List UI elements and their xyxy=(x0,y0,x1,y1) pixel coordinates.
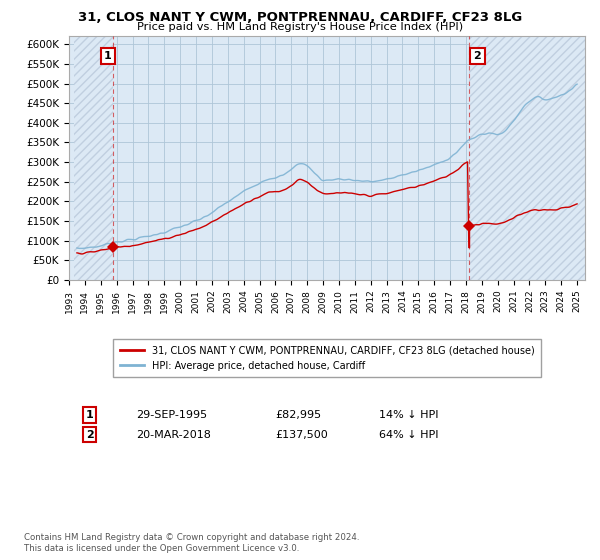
Text: 1: 1 xyxy=(86,410,94,420)
Text: 1: 1 xyxy=(104,51,112,61)
Text: 29-SEP-1995: 29-SEP-1995 xyxy=(136,410,207,420)
Text: £137,500: £137,500 xyxy=(275,430,328,440)
Text: Price paid vs. HM Land Registry's House Price Index (HPI): Price paid vs. HM Land Registry's House … xyxy=(137,22,463,32)
Bar xyxy=(74,36,113,280)
Legend: 31, CLOS NANT Y CWM, PONTPRENNAU, CARDIFF, CF23 8LG (detached house), HPI: Avera: 31, CLOS NANT Y CWM, PONTPRENNAU, CARDIF… xyxy=(113,339,541,377)
Text: 64% ↓ HPI: 64% ↓ HPI xyxy=(379,430,438,440)
Text: Contains HM Land Registry data © Crown copyright and database right 2024.
This d: Contains HM Land Registry data © Crown c… xyxy=(24,533,359,553)
Text: 20-MAR-2018: 20-MAR-2018 xyxy=(136,430,211,440)
Text: 2: 2 xyxy=(473,51,481,61)
Text: 2: 2 xyxy=(86,430,94,440)
Text: £82,995: £82,995 xyxy=(275,410,322,420)
Bar xyxy=(469,36,585,280)
Text: 31, CLOS NANT Y CWM, PONTPRENNAU, CARDIFF, CF23 8LG: 31, CLOS NANT Y CWM, PONTPRENNAU, CARDIF… xyxy=(78,11,522,24)
Text: 14% ↓ HPI: 14% ↓ HPI xyxy=(379,410,438,420)
